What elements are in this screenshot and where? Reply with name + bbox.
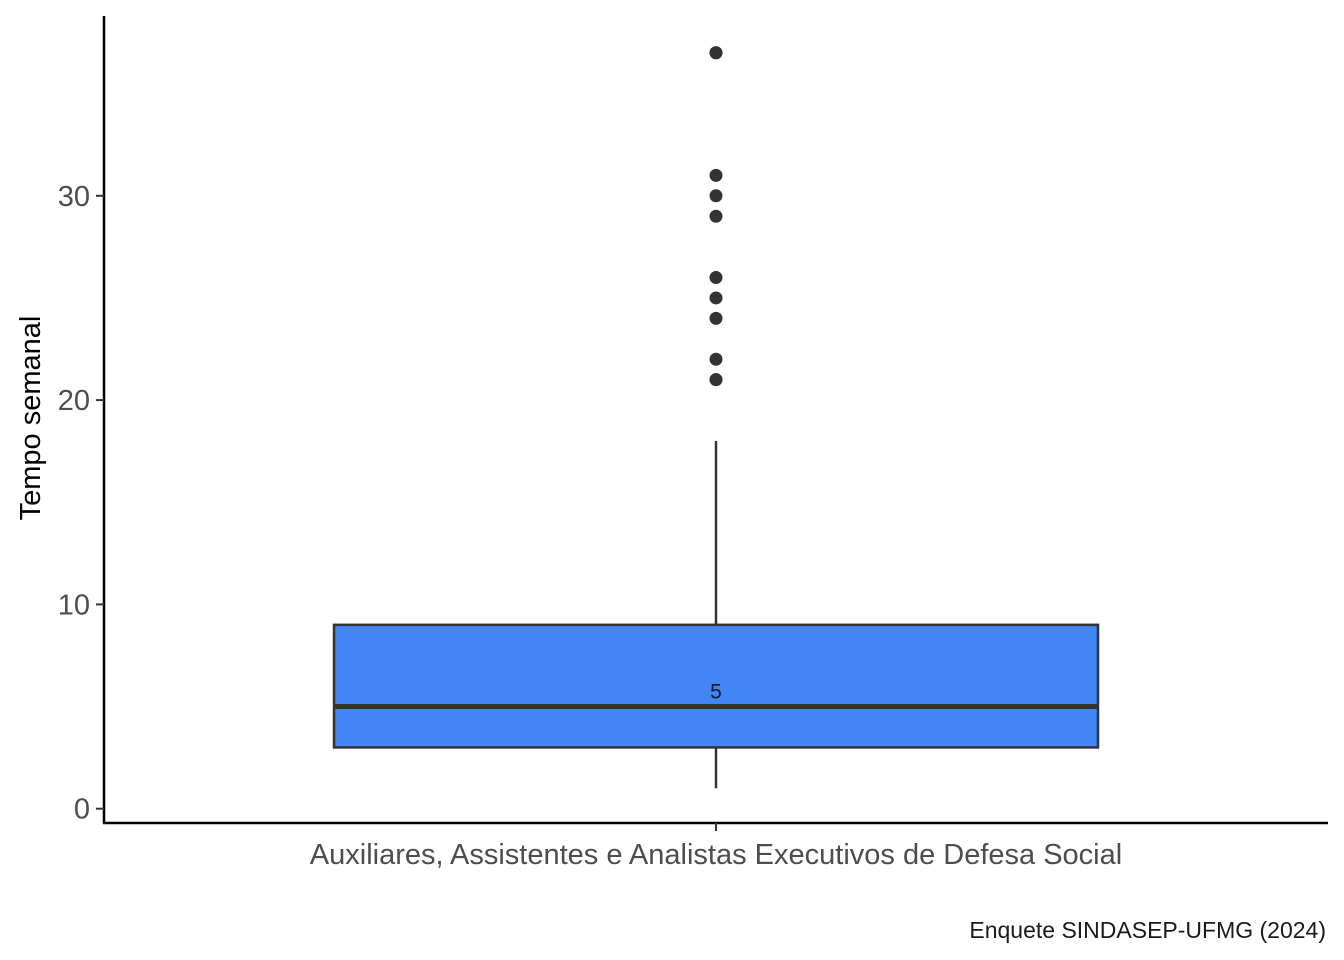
outlier-point: [709, 209, 723, 223]
plot-area: 5: [332, 46, 1100, 789]
outlier-point: [709, 352, 723, 366]
box-iqr: [332, 623, 1100, 749]
outlier-point: [709, 168, 723, 182]
y-tick-label: 0: [74, 794, 90, 826]
outlier-point: [709, 271, 723, 285]
outlier-point: [709, 373, 723, 387]
x-tick-label: Auxiliares, Assistentes e Analistas Exec…: [310, 839, 1122, 871]
outlier-point: [709, 311, 723, 325]
outlier-point: [709, 189, 723, 203]
outlier-point: [709, 46, 723, 60]
y-tick-label: 30: [58, 181, 90, 213]
outlier-point: [709, 291, 723, 305]
y-tick-label: 10: [58, 589, 90, 621]
chart-caption: Enquete SINDASEP-UFMG (2024): [969, 917, 1326, 943]
median-label: 5: [710, 681, 722, 704]
y-axis-title: Tempo semanal: [15, 316, 47, 521]
axes: Auxiliares, Assistentes e Analistas Exec…: [58, 16, 1328, 871]
y-tick-label: 20: [58, 385, 90, 417]
